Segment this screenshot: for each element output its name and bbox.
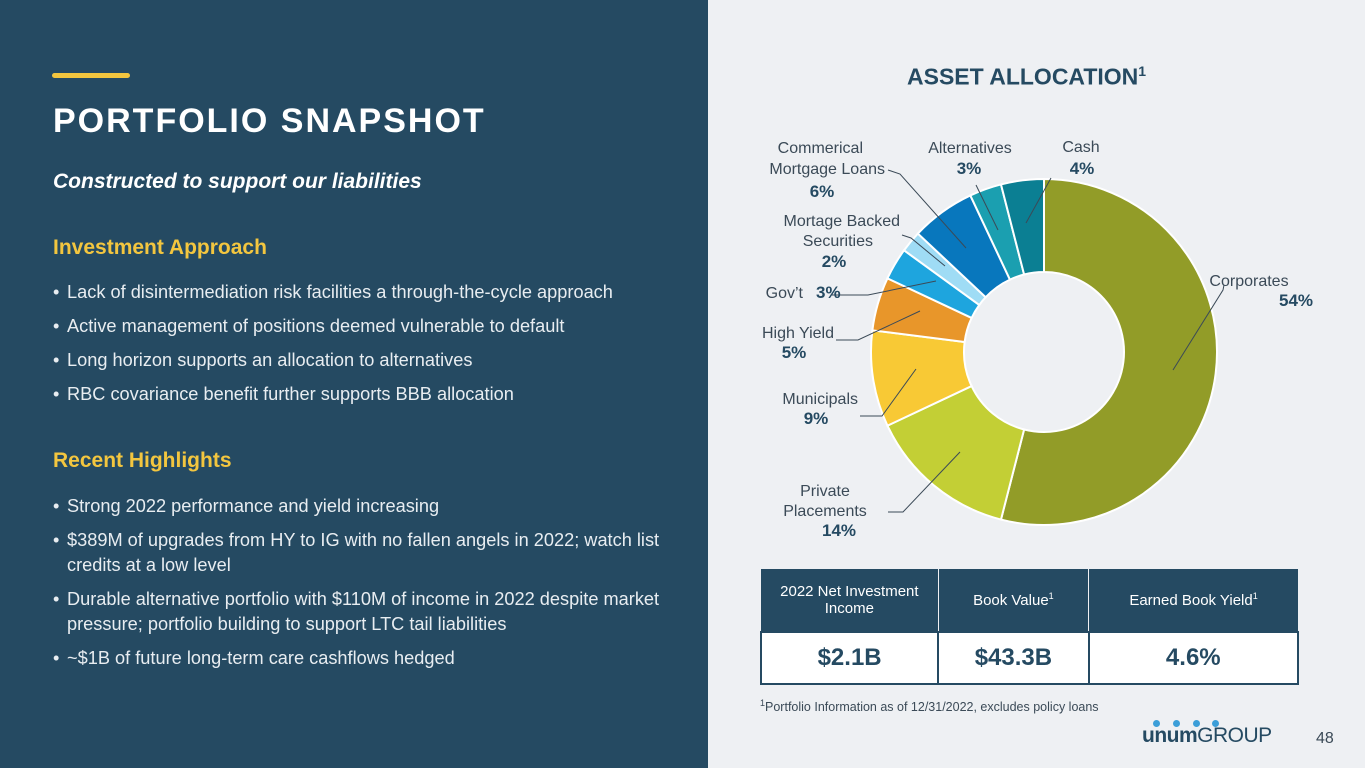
leader-line-alternatives	[975, 184, 999, 231]
header-earned-book-yield: Earned Book Yield1	[1088, 569, 1298, 632]
leader-line-mortage-backed-securities	[901, 234, 946, 267]
page-number: 48	[1316, 730, 1334, 747]
header-text: Book Value	[973, 592, 1049, 609]
recent-highlights-heading: Recent Highlights	[53, 449, 232, 472]
chart-title-footnote-mark: 1	[1138, 63, 1147, 79]
recent-highlights-list: Strong 2022 performance and yield increa…	[53, 494, 683, 680]
leader-line-high-yield	[836, 310, 921, 341]
slice-value-high-yield: 5%	[782, 343, 807, 362]
slice-label-gov-t: Gov’t	[766, 285, 804, 302]
slice-label-private-placements: Private	[800, 483, 850, 500]
page-title: PORTFOLIO SNAPSHOT	[53, 102, 486, 140]
chart-title: ASSET ALLOCATION1	[907, 63, 1146, 91]
footnote-mark: 1	[1048, 591, 1054, 601]
logo-rest: GROUP	[1197, 724, 1272, 747]
list-item: Long horizon supports an allocation to a…	[53, 348, 693, 373]
unum-group-logo: unumGROUP	[1142, 718, 1292, 748]
footnote-text: Portfolio Information as of 12/31/2022, …	[765, 700, 1099, 715]
slice-value-commerical-mortgage-loans: 6%	[810, 182, 835, 201]
table-value-row: $2.1B $43.3B 4.6%	[759, 631, 1300, 685]
leader-line-gov-t	[832, 280, 937, 296]
slice-label-commerical-mortgage-loans: Commerical	[778, 140, 863, 157]
book-value-value: $43.3B	[937, 631, 1090, 685]
list-item: Durable alternative portfolio with $110M…	[53, 587, 683, 637]
footnote-mark: 1	[1252, 591, 1258, 601]
accent-bar	[52, 73, 130, 78]
left-panel: PORTFOLIO SNAPSHOT Constructed to suppor…	[0, 0, 708, 768]
investment-approach-list: Lack of disintermediation risk facilitie…	[53, 280, 693, 416]
slice-value-alternatives: 3%	[957, 159, 982, 178]
leader-line-corporates	[1172, 284, 1225, 371]
investment-approach-heading: Investment Approach	[53, 236, 267, 259]
logo-dots-icon	[1153, 720, 1223, 728]
header-text: 2022 Net Investment Income	[780, 583, 919, 617]
list-item: Lack of disintermediation risk facilitie…	[53, 280, 693, 305]
net-investment-income-value: $2.1B	[759, 631, 940, 685]
slice-corporates	[999, 177, 1218, 526]
slice-label-alternatives: Alternatives	[928, 140, 1012, 157]
slice-label-mortage-backed-securities: Securities	[803, 233, 873, 250]
list-item: Active management of positions deemed vu…	[53, 314, 693, 339]
leader-line-commerical-mortgage-loans	[887, 169, 967, 249]
slice-label-private-placements: Placements	[783, 503, 867, 520]
slice-label-commerical-mortgage-loans: Mortgage Loans	[769, 161, 885, 178]
portfolio-stats-table: 2022 Net Investment Income Book Value1 E…	[759, 569, 1300, 685]
leader-line-cash	[1025, 177, 1052, 224]
list-item: Strong 2022 performance and yield increa…	[53, 494, 683, 519]
footnote-mark: 1	[760, 698, 766, 708]
list-item: ~$1B of future long-term care cashflows …	[53, 646, 683, 671]
header-book-value: Book Value1	[938, 569, 1090, 632]
slice-value-private-placements: 14%	[822, 521, 856, 540]
list-item: RBC covariance benefit further supports …	[53, 382, 693, 407]
page-subtitle: Constructed to support our liabilities	[53, 170, 422, 193]
slice-cash	[999, 177, 1045, 276]
slice-label-municipals: Municipals	[782, 391, 858, 408]
footnote: 1Portfolio Information as of 12/31/2022,…	[760, 698, 1099, 714]
slice-value-mortage-backed-securities: 2%	[822, 252, 847, 271]
leader-line-municipals	[860, 368, 917, 417]
list-item: $389M of upgrades from HY to IG with no …	[53, 528, 683, 578]
slice-label-high-yield: High Yield	[762, 325, 834, 342]
logo-bold: unum	[1142, 724, 1198, 747]
slice-value-gov-t: 3%	[816, 283, 841, 302]
earned-book-yield-value: 4.6%	[1087, 631, 1300, 685]
chart-title-text: ASSET ALLOCATION	[907, 63, 1139, 90]
table-header-row: 2022 Net Investment Income Book Value1 E…	[761, 569, 1298, 632]
slice-value-cash: 4%	[1070, 159, 1095, 178]
slice-label-mortage-backed-securities: Mortage Backed	[783, 213, 900, 230]
leader-line-private-placements	[888, 451, 961, 513]
header-net-investment-income: 2022 Net Investment Income	[761, 569, 939, 632]
slice-label-corporates: Corporates	[1209, 273, 1288, 290]
logo-wordmark: unumGROUP	[1142, 724, 1272, 748]
slice-value-municipals: 9%	[804, 409, 829, 428]
header-text: Earned Book Yield	[1129, 592, 1253, 609]
slice-value-corporates: 54%	[1279, 291, 1313, 310]
slice-label-cash: Cash	[1062, 139, 1099, 156]
